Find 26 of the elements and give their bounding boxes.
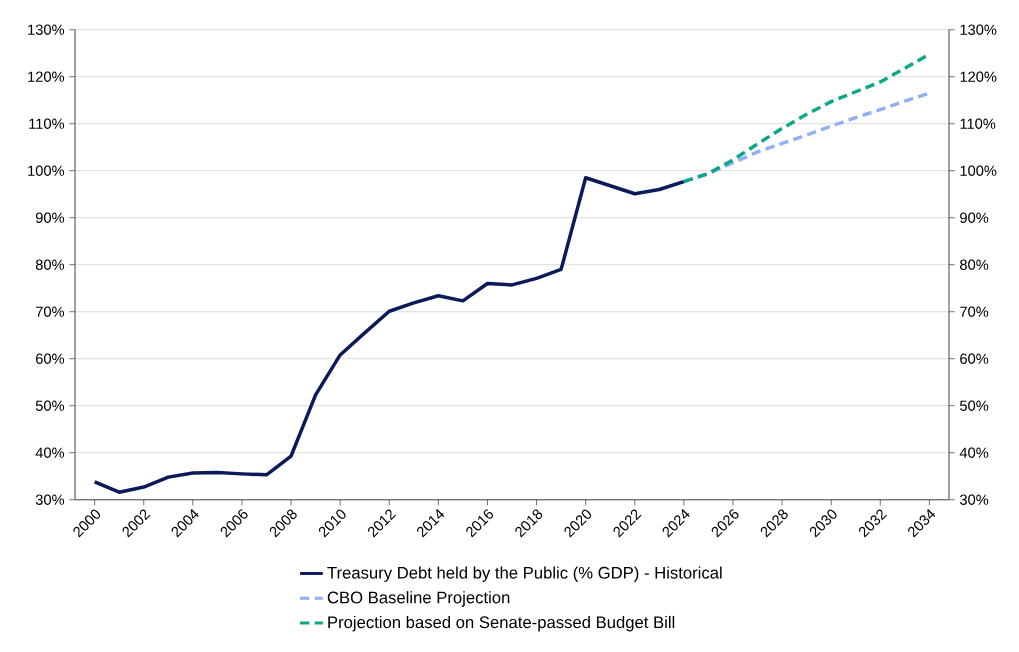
line-series bbox=[92, 176, 686, 494]
y2-tick-label: 70% bbox=[36, 306, 65, 317]
y2-tick-label: 110% bbox=[29, 118, 65, 129]
y2-tick-label: 130% bbox=[28, 24, 65, 35]
y2-tick-label: 60% bbox=[36, 353, 65, 364]
y2-tick-label: 50% bbox=[35, 400, 65, 411]
y-tick-label: 70% bbox=[960, 306, 989, 317]
y2-tick-label: 100% bbox=[28, 165, 65, 176]
y2-tick-label: 90% bbox=[35, 212, 65, 223]
y-tick-label: 30% bbox=[959, 494, 989, 505]
y-tick-label: 90% bbox=[960, 212, 989, 223]
y-tick-label: 100% bbox=[960, 165, 997, 176]
y-tick-label: 80% bbox=[960, 259, 989, 270]
legend-label: CBO Baseline Projection bbox=[327, 591, 510, 607]
y-tick-label: 40% bbox=[959, 447, 989, 458]
y2-tick-label: 30% bbox=[35, 494, 65, 505]
y2-tick-label: 80% bbox=[35, 259, 65, 270]
y2-tick-label: 120% bbox=[28, 71, 65, 82]
y2-tick-label: 40% bbox=[35, 447, 65, 458]
legend-label: Projection based on Senate-passed Budget Bill bbox=[328, 615, 675, 632]
y-tick-label: 120% bbox=[960, 71, 997, 82]
y-tick-label: 60% bbox=[960, 353, 989, 364]
y-tick-label: 130% bbox=[960, 24, 997, 35]
y-tick-label: 50% bbox=[960, 400, 989, 411]
y-tick-label: 110% bbox=[960, 118, 996, 129]
legend-label: Treasury Debt held by the Public (% GDP) - Historical bbox=[327, 566, 722, 582]
